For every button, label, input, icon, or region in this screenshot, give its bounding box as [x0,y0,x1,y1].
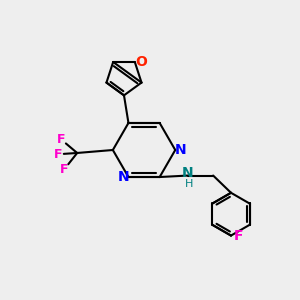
Text: F: F [60,163,68,176]
Text: N: N [117,170,129,184]
Text: N: N [182,166,194,180]
Text: F: F [54,148,62,161]
Text: F: F [234,229,243,243]
Text: F: F [57,133,65,146]
Text: O: O [135,55,147,69]
Text: H: H [185,179,194,189]
Text: N: N [175,143,186,157]
